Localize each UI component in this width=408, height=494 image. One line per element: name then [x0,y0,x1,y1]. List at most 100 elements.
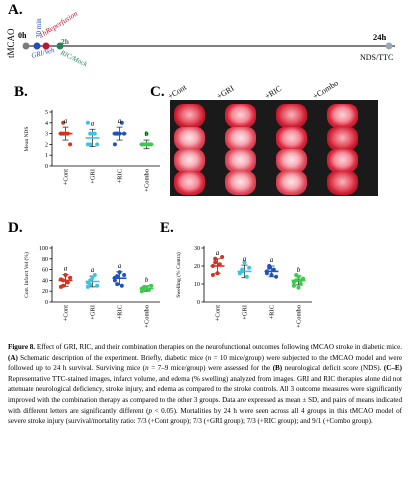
caption-text: = 10 mice/group) were subjected to the t… [8,353,402,373]
category-label: +GRI [90,305,97,320]
category-label: +RIC [117,169,124,184]
y-tick-label: 2 [45,142,48,148]
data-point [115,274,120,279]
data-point [88,131,93,136]
y-tick-label: 60 [42,268,48,274]
significance-letter: b [145,130,149,138]
data-point [117,270,122,275]
category-label: +RIC [269,305,276,320]
data-point [264,271,269,276]
caption-text: Schematic description of the experiment.… [17,353,208,362]
ttc-slice [276,104,307,128]
y-tick-label: 0 [197,300,200,306]
ttc-slice [327,171,358,195]
data-point [90,275,95,280]
ttc-slice [174,171,205,195]
category-label: +RIC [117,305,124,320]
data-point [115,282,120,287]
data-point [291,280,296,285]
data-point [112,278,117,283]
nds-chart: Mean NDS 0 1 2 3 4 5 a +Cont a +GRI a +RIC b +Combo [24,110,160,192]
data-point [242,260,247,265]
ttc-slice [276,171,307,195]
caption-ref-a: (A) [8,353,18,362]
data-point [213,256,218,261]
ttc-slice [174,127,205,151]
caption-text: < 0.05). Mortalities by 24 h were seen a… [8,406,402,426]
caption-ref-ce: (C–E) [383,364,402,373]
data-point [291,283,296,288]
t0-label: 0h [18,31,27,40]
caption-ref-b: (B) [272,364,283,373]
data-point [92,131,97,136]
ttc-slice [276,149,307,173]
data-point [95,142,100,147]
ttc-slice [174,149,205,173]
t24-marker [385,42,393,50]
significance-letter: b [297,266,301,274]
data-point [294,273,299,277]
data-point [88,142,93,147]
data-point [144,131,149,136]
data-point [149,283,154,288]
significance-letter: a [216,249,220,257]
infarct-volume-chart: Corr. Infarct Vol (%) 0 20 40 60 80 100 a +Cont a… [23,246,160,328]
t0-marker [22,42,30,50]
panel-e-letter: E. [160,220,174,236]
data-point [244,274,249,279]
data-point [119,283,124,288]
caption-italic: n [145,364,149,373]
timeline-side-label: tMCAO [6,28,16,58]
significance-letter: b [145,276,149,284]
data-point [61,120,66,125]
t30-marker [33,42,41,50]
ttc-image-background [170,100,378,196]
ttc-slice [276,127,307,151]
ttc-slice [225,149,256,173]
data-point [296,285,301,290]
data-point [247,265,252,270]
y-tick-label: 20 [194,264,200,270]
data-point [92,273,97,277]
caption-italic: n [207,353,212,362]
panel-a-letter: A. [8,2,23,18]
t2-label: 2h [61,37,70,46]
category-label: +Cont [63,169,70,186]
category-label: +Combo [144,305,151,328]
data-point [95,283,100,288]
caption-text: = 7–9 mice/group) were assessed for the [148,364,273,373]
figure-caption: Figure 8. Effect of GRI, RIC, and their … [8,342,402,427]
y-tick-label: 20 [42,289,48,295]
ric-label: RIC/Mock [58,48,89,69]
y-tick-label: 4 [45,121,48,127]
data-point [65,280,70,285]
timeline-diagram: tMCAO 0h 30 min 1hReperfusion 2h GRI/Veh… [6,9,395,69]
y-tick-label: 5 [45,110,48,116]
y-tick-label: 1 [45,153,48,159]
data-point [298,282,303,286]
significance-letter: a [64,117,68,125]
significance-letter: a [118,262,122,270]
significance-letter: a [118,117,122,125]
caption-text: Representative TTC-stained images, infar… [8,374,402,415]
caption-italic: p [148,406,153,415]
category-label: +Combo [144,169,151,192]
data-point [215,271,220,276]
data-point [68,275,73,280]
ttc-slice [327,149,358,173]
swelling-chart: Swelling (% Contra) 0 10 20 30 a +Cont a +GRI a +R… [175,246,312,328]
reperf-label: 1hReperfusion [37,9,79,40]
y-axis-label: Corr. Infarct Vol (%) [23,252,30,298]
category-label: +Combo [296,305,303,328]
significance-letter: a [91,266,95,274]
panel-b-letter: B. [14,84,28,100]
panel-c-letter: C. [150,84,165,100]
ttc-slice [327,127,358,151]
data-point [220,255,225,259]
data-point [122,273,127,277]
ttc-image-grid: +Cont +GRI +RIC +Combo [166,78,380,196]
data-point [68,142,73,147]
ttc-slice [225,104,256,128]
y-tick-label: 30 [194,246,200,252]
category-label: +Cont [63,305,70,322]
